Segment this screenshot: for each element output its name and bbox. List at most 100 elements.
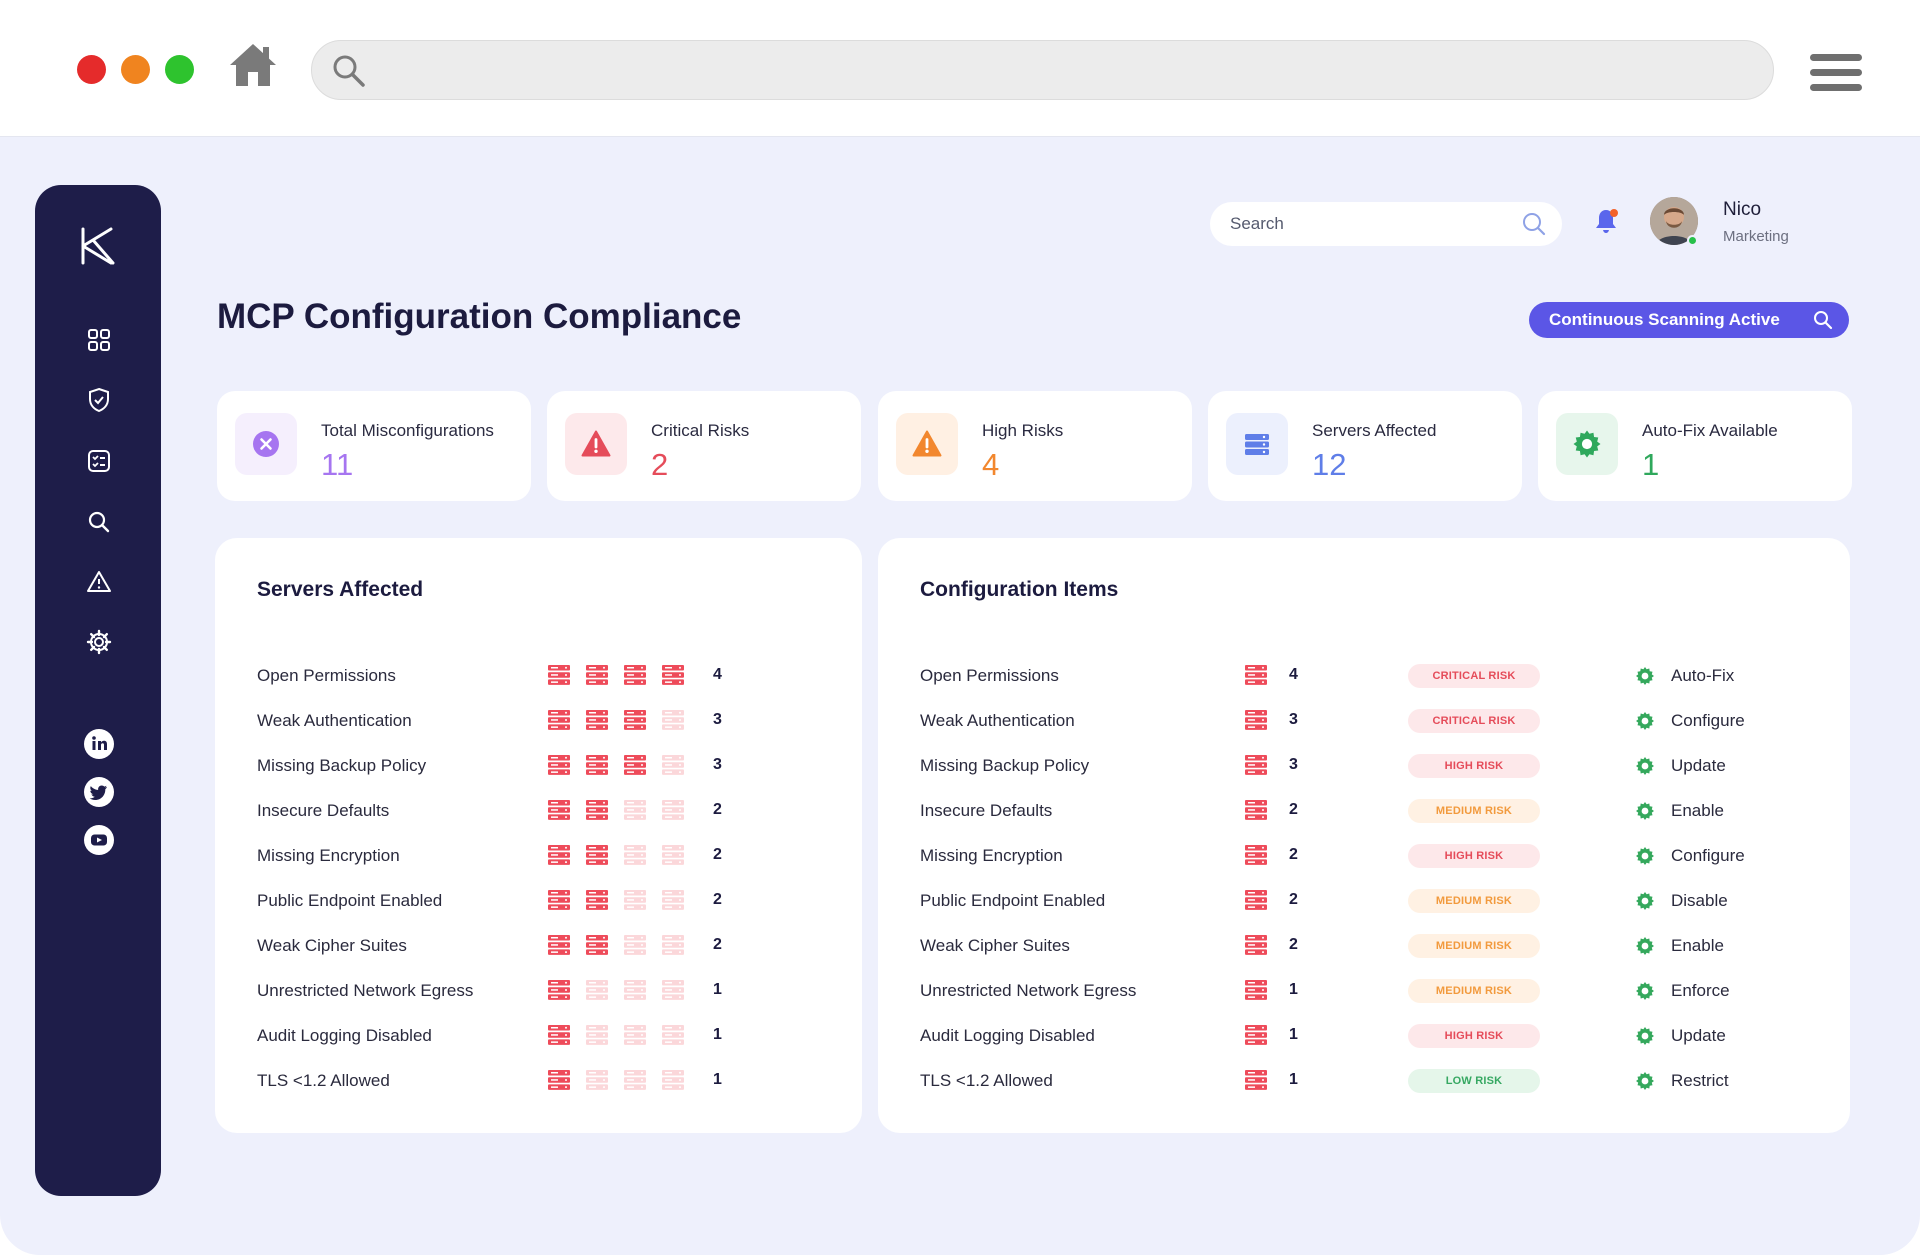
fix-action-link[interactable]: Restrict: [1671, 1071, 1729, 1090]
table-row[interactable]: Missing Backup Policy 3 HIGH RISK Update: [878, 750, 1850, 780]
server-icon: [586, 845, 608, 865]
risk-badge: CRITICAL RISK: [1408, 709, 1540, 733]
server-count: 3: [1289, 756, 1298, 773]
search-field[interactable]: [1210, 202, 1562, 246]
fix-action-link[interactable]: Update: [1671, 756, 1726, 775]
server-count: 2: [1289, 801, 1298, 818]
fix-action-link[interactable]: Update: [1671, 1026, 1726, 1045]
dashboard-icon[interactable]: [85, 326, 113, 354]
fix-action-link[interactable]: Enable: [1671, 801, 1724, 820]
table-row[interactable]: Weak Cipher Suites 2: [215, 930, 862, 960]
fix-action-link[interactable]: Auto-Fix: [1671, 666, 1735, 685]
table-row[interactable]: Weak Cipher Suites 2 MEDIUM RISK Enable: [878, 930, 1850, 960]
panel-title: Configuration Items: [920, 578, 1119, 601]
server-icon: [548, 1025, 570, 1045]
server-icon: [624, 1025, 646, 1045]
server-icon: [624, 755, 646, 775]
stat-card[interactable]: High Risks 4: [878, 391, 1192, 501]
stat-card[interactable]: Servers Affected 12: [1208, 391, 1522, 501]
fix-action-link[interactable]: Enforce: [1671, 981, 1730, 1000]
server-icon: [1245, 935, 1267, 955]
fix-action-link[interactable]: Enable: [1671, 936, 1724, 955]
gear-icon: [1635, 936, 1655, 956]
search-icon[interactable]: [85, 508, 113, 536]
issue-name: Audit Logging Disabled: [257, 1026, 432, 1045]
server-icon: [624, 845, 646, 865]
window-close-button[interactable]: [77, 55, 106, 84]
gear-icon: [1635, 756, 1655, 776]
server-count: 1: [713, 1026, 722, 1043]
home-icon[interactable]: [228, 40, 278, 90]
window-minimize-button[interactable]: [121, 55, 150, 84]
search-icon[interactable]: [1522, 212, 1546, 236]
table-row[interactable]: Open Permissions 4: [215, 660, 862, 690]
table-row[interactable]: Public Endpoint Enabled 2: [215, 885, 862, 915]
stat-card[interactable]: Auto-Fix Available 1: [1538, 391, 1852, 501]
server-icon: [624, 665, 646, 685]
server-count: 2: [713, 846, 722, 863]
address-bar[interactable]: [311, 40, 1774, 100]
table-row[interactable]: TLS <1.2 Allowed 1 LOW RISK Restrict: [878, 1065, 1850, 1095]
servers-affected-panel: Servers Affected Open Permissions 4 Weak A…: [215, 538, 862, 1133]
table-row[interactable]: Public Endpoint Enabled 2 MEDIUM RISK Disab…: [878, 885, 1850, 915]
server-icon: [1245, 845, 1267, 865]
fix-action-link[interactable]: Configure: [1671, 846, 1745, 865]
table-row[interactable]: Audit Logging Disabled 1 HIGH RISK Update: [878, 1020, 1850, 1050]
youtube-icon[interactable]: [84, 825, 114, 855]
table-row[interactable]: Weak Authentication 3 CRITICAL RISK Configu…: [878, 705, 1850, 735]
checklist-icon[interactable]: [85, 447, 113, 475]
issue-name: Missing Encryption: [257, 846, 400, 865]
table-row[interactable]: Unrestricted Network Egress 1 MEDIUM RISK E…: [878, 975, 1850, 1005]
gear-icon: [1635, 801, 1655, 821]
table-row[interactable]: Insecure Defaults 2: [215, 795, 862, 825]
table-row[interactable]: TLS <1.2 Allowed 1: [215, 1065, 862, 1095]
window-maximize-button[interactable]: [165, 55, 194, 84]
server-icon: [548, 710, 570, 730]
table-row[interactable]: Audit Logging Disabled 1: [215, 1020, 862, 1050]
risk-badge: HIGH RISK: [1408, 844, 1540, 868]
stat-label: Servers Affected: [1312, 421, 1437, 440]
warning-icon: [896, 413, 958, 475]
search-input[interactable]: [1230, 202, 1510, 246]
config-item-name: Public Endpoint Enabled: [920, 891, 1106, 910]
table-row[interactable]: Open Permissions 4 CRITICAL RISK Auto-Fix: [878, 660, 1850, 690]
notification-bell-icon[interactable]: [1591, 206, 1621, 236]
server-icon: [662, 800, 684, 820]
table-row[interactable]: Weak Authentication 3: [215, 705, 862, 735]
alert-icon[interactable]: [85, 568, 113, 596]
linkedin-icon[interactable]: [84, 729, 114, 759]
stat-card[interactable]: Critical Risks 2: [547, 391, 861, 501]
risk-badge: MEDIUM RISK: [1408, 979, 1540, 1003]
server-icon: [1245, 980, 1267, 1000]
server-icon: [548, 890, 570, 910]
user-name[interactable]: Nico: [1723, 199, 1762, 220]
gear-icon[interactable]: [85, 628, 113, 656]
issue-name: Insecure Defaults: [257, 801, 390, 820]
table-row[interactable]: Missing Backup Policy 3: [215, 750, 862, 780]
stat-card[interactable]: Total Misconfigurations 11: [217, 391, 531, 501]
server-icon: [586, 980, 608, 1000]
server-icon: [586, 1070, 608, 1090]
server-count: 3: [1289, 711, 1298, 728]
stat-value: 2: [651, 447, 669, 482]
scanning-status-button[interactable]: Continuous Scanning Active: [1529, 302, 1849, 338]
table-row[interactable]: Insecure Defaults 2 MEDIUM RISK Enable: [878, 795, 1850, 825]
table-row[interactable]: Unrestricted Network Egress 1: [215, 975, 862, 1005]
table-row[interactable]: Missing Encryption 2 HIGH RISK Configure: [878, 840, 1850, 870]
issue-name: Open Permissions: [257, 666, 396, 685]
table-row[interactable]: Missing Encryption 2: [215, 840, 862, 870]
server-icon: [662, 665, 684, 685]
browser-menu-button[interactable]: [1810, 54, 1862, 92]
twitter-icon[interactable]: [84, 777, 114, 807]
app-area: Nico Marketing MCP Configuration Complia…: [0, 137, 1920, 1255]
server-count: 2: [1289, 936, 1298, 953]
gear-icon: [1635, 666, 1655, 686]
warning-icon: [565, 413, 627, 475]
fix-action-link[interactable]: Configure: [1671, 711, 1745, 730]
configuration-items-panel: Configuration Items Open Permissions 4 CRI…: [878, 538, 1850, 1133]
shield-icon[interactable]: [85, 386, 113, 414]
risk-badge: MEDIUM RISK: [1408, 934, 1540, 958]
fix-action-link[interactable]: Disable: [1671, 891, 1728, 910]
stat-label: Critical Risks: [651, 421, 750, 440]
brand-logo-icon[interactable]: [77, 225, 119, 267]
